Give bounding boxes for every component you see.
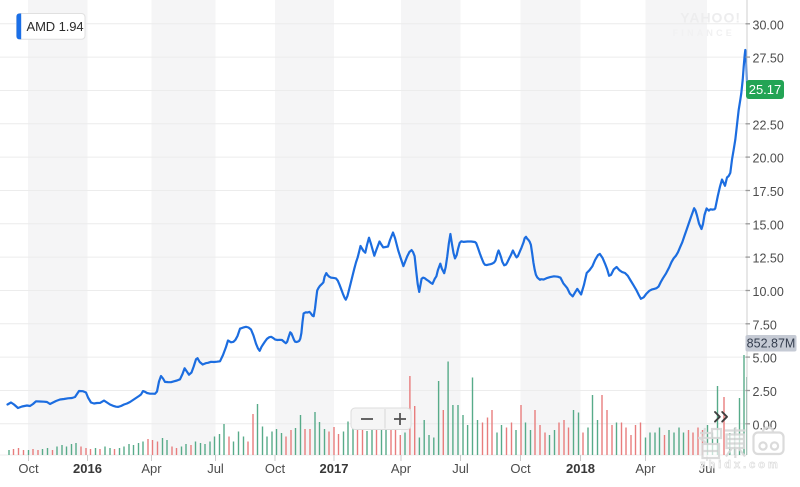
svg-text:12.50: 12.50 <box>753 252 784 266</box>
svg-text:2016: 2016 <box>73 461 102 476</box>
svg-text:Oct: Oct <box>265 461 286 476</box>
svg-text:2018: 2018 <box>566 461 595 476</box>
svg-text:20.00: 20.00 <box>753 152 784 166</box>
svg-text:5.00: 5.00 <box>753 352 777 366</box>
svg-text:2.50: 2.50 <box>753 385 777 399</box>
svg-text:Oct: Oct <box>510 461 531 476</box>
svg-text:AMD 1.94: AMD 1.94 <box>27 19 84 34</box>
svg-text:Jul: Jul <box>452 461 469 476</box>
svg-text:27.50: 27.50 <box>753 52 784 66</box>
svg-text:FINANCE: FINANCE <box>673 28 735 38</box>
svg-text:25.17: 25.17 <box>749 82 782 97</box>
svg-text:Apr: Apr <box>635 461 656 476</box>
svg-text:YAHOO!: YAHOO! <box>680 10 741 26</box>
svg-text:10.00: 10.00 <box>753 285 784 299</box>
svg-text:7.50: 7.50 <box>753 318 777 332</box>
svg-text:Apr: Apr <box>141 461 162 476</box>
svg-text:Jul: Jul <box>699 461 716 476</box>
svg-text:22.50: 22.50 <box>753 118 784 132</box>
svg-text:Apr: Apr <box>391 461 412 476</box>
svg-text:Jul: Jul <box>207 461 224 476</box>
svg-text:15.00: 15.00 <box>753 218 784 232</box>
svg-text:Oct: Oct <box>18 461 39 476</box>
svg-text:zhidx.com: zhidx.com <box>700 459 781 471</box>
svg-text:30.00: 30.00 <box>753 18 784 32</box>
svg-text:17.50: 17.50 <box>753 185 784 199</box>
svg-text:2017: 2017 <box>320 461 349 476</box>
svg-text:852.87M: 852.87M <box>747 337 796 351</box>
